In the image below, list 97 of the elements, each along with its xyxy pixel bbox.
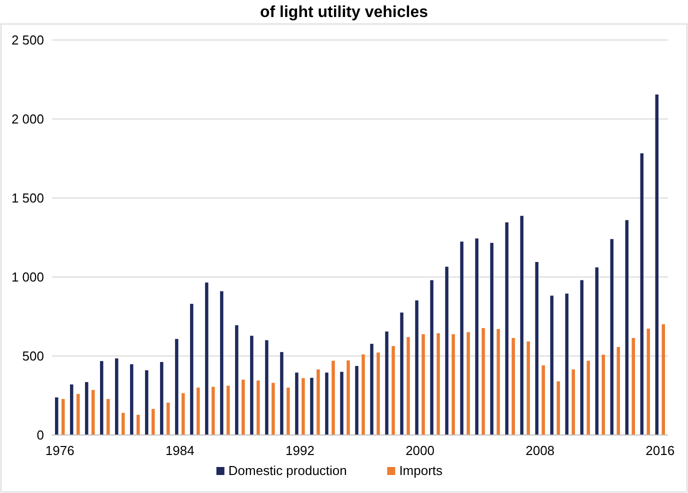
bar <box>385 332 388 435</box>
bar <box>340 372 344 435</box>
bar <box>190 304 194 435</box>
bar <box>196 388 200 435</box>
bar <box>512 338 515 435</box>
bar <box>392 346 395 435</box>
y-tick-label: 2 500 <box>11 32 44 48</box>
bar <box>160 362 164 435</box>
chart-title: of light utility vehicles <box>260 4 428 21</box>
bar <box>130 364 134 435</box>
bar <box>235 325 238 435</box>
bar <box>436 333 440 435</box>
bar <box>400 312 404 435</box>
bar <box>496 328 500 435</box>
bar <box>556 381 560 435</box>
bar <box>310 378 314 435</box>
bar <box>92 390 95 435</box>
bar <box>625 220 628 435</box>
bar <box>136 414 140 435</box>
bar <box>466 332 470 435</box>
bar <box>70 384 74 435</box>
bar <box>535 262 538 435</box>
bar <box>580 280 584 435</box>
bar <box>355 366 358 435</box>
bar <box>505 222 508 435</box>
x-tick-label: 1984 <box>165 443 194 458</box>
bar <box>295 372 298 435</box>
bar <box>325 372 328 435</box>
bar <box>250 336 254 435</box>
bar <box>482 328 485 435</box>
x-tick-label: 2016 <box>646 443 675 458</box>
bar <box>226 386 230 435</box>
y-tick-label: 1 500 <box>11 190 44 206</box>
bar <box>430 280 434 435</box>
y-tick-label: 1 000 <box>11 270 44 285</box>
bar <box>106 398 110 435</box>
bar <box>415 300 418 435</box>
bar <box>610 239 614 435</box>
bar <box>122 412 125 435</box>
bar <box>205 282 208 435</box>
bar <box>175 338 178 435</box>
bar <box>55 397 58 435</box>
bar <box>346 360 350 435</box>
bar <box>526 341 530 435</box>
legend-label: Imports <box>399 463 444 478</box>
bar <box>632 338 635 435</box>
bar <box>370 344 374 435</box>
bar <box>655 94 658 435</box>
x-tick-label: 1976 <box>45 443 74 458</box>
bar <box>550 296 554 435</box>
bar <box>220 291 224 435</box>
bar <box>265 340 268 435</box>
bar <box>376 352 380 435</box>
bar <box>332 360 335 435</box>
bar <box>616 346 620 435</box>
bar <box>662 324 665 435</box>
bar <box>595 267 598 435</box>
bar <box>62 398 65 435</box>
y-tick-label: 500 <box>22 348 44 364</box>
bar <box>286 388 290 435</box>
bar <box>316 369 320 435</box>
bar <box>445 266 448 435</box>
bar <box>182 393 185 435</box>
bar <box>460 242 464 435</box>
bar <box>452 334 455 435</box>
bar <box>76 394 80 435</box>
bar <box>362 354 365 435</box>
y-tick-label: 0 <box>36 428 44 443</box>
bar <box>406 337 410 435</box>
bar <box>572 369 575 435</box>
bar <box>115 358 118 435</box>
legend-label: Domestic production <box>228 463 347 478</box>
bar <box>212 386 215 435</box>
bar <box>100 361 104 435</box>
bar <box>166 402 170 435</box>
bar <box>280 352 284 435</box>
bar <box>422 334 425 435</box>
bar <box>302 378 305 435</box>
bar <box>542 365 545 435</box>
x-tick-label: 1992 <box>286 443 314 458</box>
bar <box>602 354 605 435</box>
x-tick-label: 2008 <box>526 443 555 458</box>
x-tick-label: 2000 <box>406 443 434 458</box>
bar <box>475 238 478 435</box>
bar <box>256 380 260 435</box>
bar <box>85 382 88 435</box>
bar <box>152 408 155 435</box>
bar <box>646 328 650 435</box>
bar <box>640 153 644 435</box>
bar <box>586 360 590 435</box>
bar <box>272 382 275 435</box>
bar <box>242 380 245 435</box>
bar <box>490 242 494 435</box>
bar <box>145 370 148 435</box>
bar <box>520 216 524 435</box>
bar <box>565 294 568 435</box>
y-tick-label: 2 000 <box>11 112 44 127</box>
